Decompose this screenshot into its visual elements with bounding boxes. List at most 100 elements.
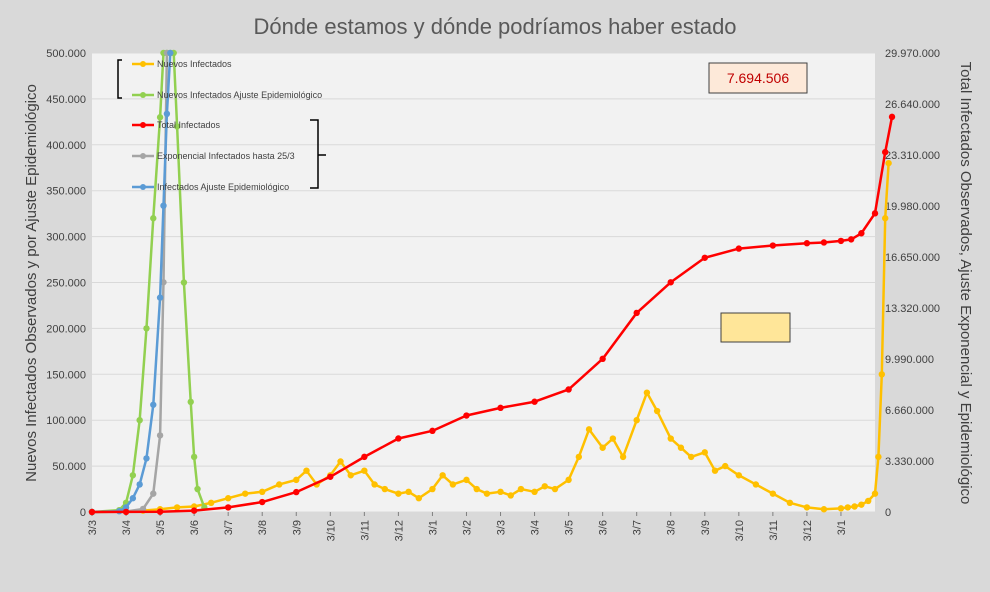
data-point — [599, 355, 606, 363]
y-axis-left-label: Nuevos Infectados Observados y por Ajust… — [23, 84, 40, 482]
data-point — [224, 495, 232, 502]
x-tick-label: 3/8 — [666, 520, 678, 535]
data-point — [163, 110, 171, 118]
legend-bracket-left — [117, 59, 122, 99]
data-point — [405, 488, 412, 496]
data-point — [882, 215, 889, 222]
data-point — [871, 490, 879, 497]
x-tick-label: 3/6 — [189, 520, 201, 535]
data-point — [517, 485, 525, 493]
data-point — [609, 435, 617, 442]
y-left-tick-label: 250.000 — [46, 278, 86, 290]
x-tick-label: 3/8 — [257, 520, 269, 535]
gridlines — [92, 52, 875, 513]
data-point — [888, 113, 896, 121]
legend-marker — [140, 184, 146, 190]
value-callout-text: 7.694.506 — [727, 70, 789, 86]
x-tick-label: 3/12 — [393, 520, 405, 541]
highlight-box — [720, 312, 791, 343]
data-point — [653, 407, 661, 415]
series-layer — [88, 49, 896, 516]
data-point — [599, 444, 606, 451]
y-left-tick-label: 500.000 — [46, 48, 86, 60]
data-point — [667, 279, 674, 286]
data-point — [395, 435, 402, 442]
data-point — [677, 444, 685, 451]
data-point — [224, 504, 232, 511]
data-point — [150, 490, 157, 497]
data-point — [303, 467, 310, 474]
data-point — [531, 398, 538, 405]
data-point — [371, 481, 378, 488]
x-tick-label: 3/7 — [632, 520, 644, 535]
y-left-tick-label: 150.000 — [46, 369, 86, 381]
y-axis-right-label: Total Infectados Observados, Ajuste Expo… — [957, 62, 974, 505]
legend-marker — [140, 122, 146, 128]
data-point — [735, 472, 743, 479]
data-point — [497, 404, 504, 412]
data-point — [136, 481, 143, 488]
data-point — [122, 504, 130, 511]
series-4 — [88, 49, 174, 516]
data-point — [150, 401, 157, 408]
data-point — [565, 476, 572, 484]
data-point — [276, 481, 283, 488]
series-2 — [88, 113, 896, 516]
data-point — [463, 412, 470, 419]
x-tick-label: 3/10 — [734, 520, 746, 541]
data-point — [361, 453, 368, 461]
data-point — [551, 485, 559, 493]
x-tick-label: 3/3 — [87, 520, 99, 535]
data-point — [167, 49, 174, 57]
data-point — [136, 417, 143, 424]
data-point — [847, 236, 855, 243]
data-point — [429, 427, 436, 435]
data-point — [851, 503, 858, 510]
value-callout: 7.694.506 — [708, 62, 808, 94]
data-point — [463, 476, 470, 484]
x-tick-label: 3/9 — [291, 520, 303, 535]
legend-label: Total Infectados — [157, 120, 221, 130]
y-right-tick-label: 13.320.000 — [885, 303, 940, 315]
y-right-tick-label: 3.330.000 — [885, 456, 934, 468]
data-point — [160, 202, 167, 209]
series-0 — [88, 159, 892, 516]
data-point — [139, 505, 147, 513]
data-point — [187, 398, 194, 406]
data-point — [156, 294, 164, 301]
data-point — [473, 485, 480, 493]
x-tick-label: 3/9 — [700, 520, 712, 535]
x-tick-label: 3/7 — [223, 520, 235, 535]
left-axis-ticks: 0 50.000 100.000 150.000 200.000 250.000 300.0… — [46, 48, 86, 519]
data-point — [643, 389, 651, 396]
data-point — [259, 488, 266, 496]
data-point — [194, 485, 201, 493]
data-point — [259, 498, 266, 506]
x-tick-label: 3/1 — [836, 520, 848, 535]
legend-marker — [140, 92, 146, 98]
data-point — [803, 240, 811, 247]
data-point — [347, 472, 354, 479]
data-point — [241, 490, 249, 497]
y-right-tick-label: 6.660.000 — [885, 405, 934, 417]
data-point — [327, 473, 334, 480]
data-point — [293, 476, 300, 484]
y-right-tick-label: 0 — [885, 507, 891, 519]
y-left-tick-label: 450.000 — [46, 94, 86, 106]
data-point — [871, 210, 879, 217]
data-point — [129, 472, 137, 479]
data-point — [507, 492, 514, 499]
legend-bracket-right — [310, 119, 326, 189]
x-tick-label: 3/6 — [598, 520, 610, 535]
legend-marker — [140, 153, 146, 159]
data-point — [820, 239, 828, 246]
y-right-tick-label: 26.640.000 — [885, 99, 940, 111]
y-left-tick-label: 50.000 — [52, 461, 86, 473]
data-point — [722, 462, 729, 470]
x-tick-label: 3/11 — [359, 520, 371, 541]
data-point — [483, 490, 491, 497]
legend-label: Infectados Ajuste Epidemiológico — [157, 182, 289, 192]
data-point — [875, 453, 882, 461]
legend-label: Exponencial Infectados hasta 25/3 — [157, 151, 295, 161]
